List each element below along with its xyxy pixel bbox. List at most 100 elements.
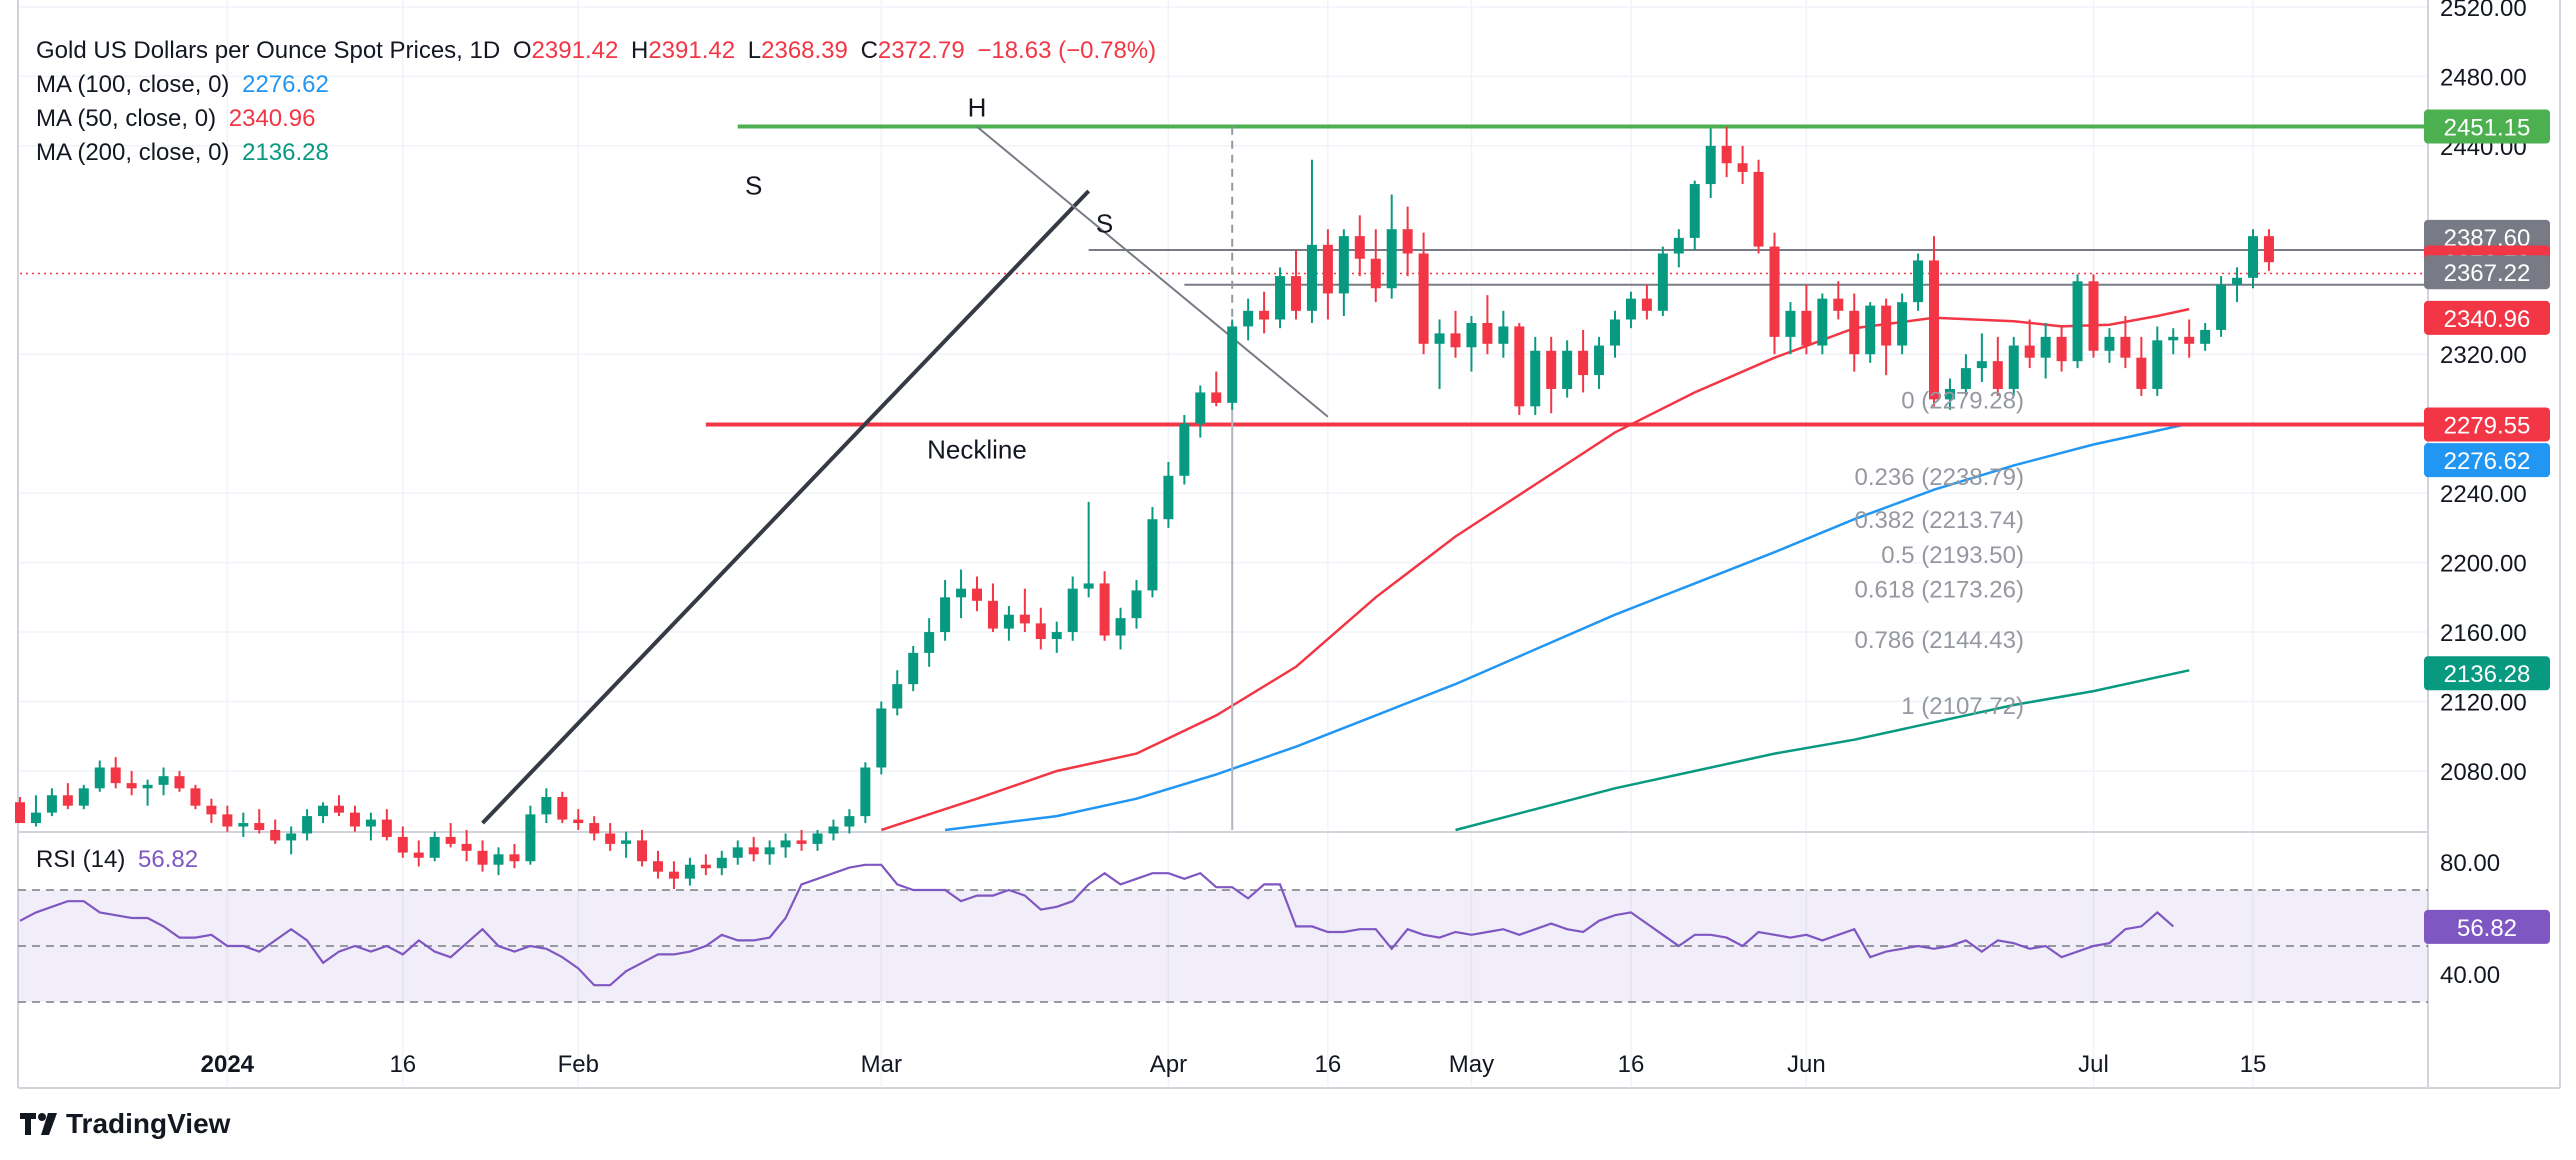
candle-body xyxy=(190,788,201,806)
symbol-legend: Gold US Dollars per Ounce Spot Prices, 1… xyxy=(36,34,1162,68)
candle-body xyxy=(381,819,392,837)
candle-body xyxy=(1003,614,1014,629)
high-value: 2391.42 xyxy=(648,37,736,64)
candle-body xyxy=(1498,326,1509,344)
candle-body xyxy=(557,797,568,820)
rsi-tick-label: 80.00 xyxy=(2440,850,2500,877)
candle-body xyxy=(1785,310,1796,337)
candle-body xyxy=(1275,276,1286,320)
candle-body xyxy=(1243,310,1254,327)
price-badge-text: 2367.22 xyxy=(2444,260,2531,287)
price-tick-label: 2320.00 xyxy=(2440,342,2527,369)
time-tick-label: 16 xyxy=(1315,1051,1342,1078)
ma50-label: MA (50, close, 0) xyxy=(36,105,217,132)
tradingview-logo[interactable]: TradingView xyxy=(20,1108,230,1140)
candle-body xyxy=(238,823,249,827)
candle-body xyxy=(78,788,89,806)
neckline-label: Neckline xyxy=(927,434,1027,464)
candle-body xyxy=(780,840,791,848)
rsi-tick-label: 40.00 xyxy=(2440,962,2500,989)
candle-body xyxy=(1227,326,1238,403)
candle-body xyxy=(1610,319,1620,346)
candle-body xyxy=(1546,350,1557,389)
candle-body xyxy=(1801,310,1812,346)
low-label: L xyxy=(747,37,762,64)
candle-body xyxy=(1354,236,1365,259)
ma200-legend[interactable]: MA (200, close, 0) 2136.28 xyxy=(36,136,335,170)
candle-body xyxy=(860,767,871,817)
candle-body xyxy=(1705,145,1716,185)
candle-body xyxy=(110,767,121,784)
price-badge-text: 2340.96 xyxy=(2444,306,2531,333)
candle-body xyxy=(1466,322,1477,348)
price-badge-text: 2451.15 xyxy=(2444,114,2531,141)
candle-body xyxy=(1322,244,1333,294)
candle-body xyxy=(573,819,584,824)
candle-body xyxy=(318,805,329,817)
candle-body xyxy=(1035,623,1046,639)
ma50-legend[interactable]: MA (50, close, 0) 2340.96 xyxy=(36,102,322,136)
candle-body xyxy=(1913,260,1924,303)
candle-body xyxy=(1195,392,1206,424)
close-label: C xyxy=(860,37,878,64)
candle-body xyxy=(1992,361,2003,389)
rsi-label: RSI (14) xyxy=(36,846,126,873)
tradingview-icon xyxy=(20,1113,57,1135)
candle-body xyxy=(748,847,759,855)
candle-body xyxy=(445,836,456,844)
open-label: O xyxy=(512,37,532,64)
fib-level-label: 0 (2279.28) xyxy=(1901,387,2024,414)
price-badges: 2451.152387.602372.792367.222340.962279.… xyxy=(2424,109,2550,691)
candle-body xyxy=(2152,340,2163,389)
ma50-series xyxy=(880,307,2190,832)
ma100-series xyxy=(944,422,2190,832)
candle-body xyxy=(1163,475,1174,520)
fib-level-label: 0.618 (2173.26) xyxy=(1855,577,2024,604)
candle-body xyxy=(2072,281,2083,362)
candle-body xyxy=(286,833,297,841)
candle-body xyxy=(668,871,679,879)
rsi-legend[interactable]: RSI (14) 56.82 xyxy=(36,846,198,874)
price-tick-label: 2520.00 xyxy=(2440,0,2527,22)
candle-body xyxy=(1211,392,1222,403)
candle-body xyxy=(1960,368,1971,389)
ma50-line xyxy=(880,307,2190,832)
rsi-value-badge xyxy=(2424,909,2550,944)
candle-body xyxy=(732,847,743,858)
candle-body xyxy=(1514,326,1525,407)
right-shoulder-label: S xyxy=(1096,209,1113,239)
ma200-value: 2136.28 xyxy=(242,139,329,166)
candle-body xyxy=(493,854,504,865)
time-tick-label: May xyxy=(1449,1051,1494,1078)
price-badge xyxy=(2424,219,2550,254)
candle-body xyxy=(2248,236,2258,278)
candle-body xyxy=(541,797,552,815)
candle-body xyxy=(828,826,839,834)
candle-body xyxy=(1291,276,1301,311)
candle-body xyxy=(429,836,440,858)
ma200-line xyxy=(1455,669,2190,832)
price-badge xyxy=(2424,109,2550,144)
candle-body xyxy=(158,776,169,785)
candle-body xyxy=(1259,310,1270,320)
open-value: 2391.42 xyxy=(531,37,619,64)
candle-body xyxy=(254,823,265,830)
candle-body xyxy=(1737,163,1748,172)
high-label: H xyxy=(630,37,649,64)
candle-body xyxy=(1147,519,1158,591)
candle-body xyxy=(1338,236,1349,294)
ma100-legend[interactable]: MA (100, close, 0) 2276.62 xyxy=(36,68,335,102)
candle-body xyxy=(876,708,887,768)
candle-body xyxy=(413,852,424,858)
candle-body xyxy=(2088,281,2099,351)
price-tick-label: 2160.00 xyxy=(2440,620,2527,647)
price-tick-label: 2240.00 xyxy=(2440,481,2527,508)
fib-level-label: 0.786 (2144.43) xyxy=(1855,627,2024,654)
candle-body xyxy=(908,652,919,685)
candle-body xyxy=(1578,350,1589,376)
candle-body xyxy=(653,861,663,872)
candle-body xyxy=(764,847,775,855)
candle-body xyxy=(1386,229,1397,289)
candle-body xyxy=(796,840,807,844)
